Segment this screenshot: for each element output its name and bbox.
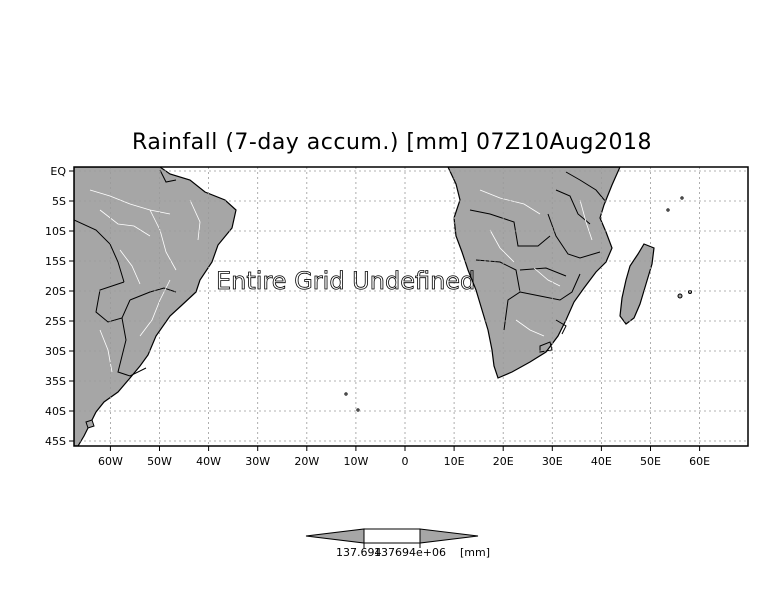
lon-tick-label: 30W <box>245 455 270 468</box>
graticule <box>74 167 748 446</box>
lat-tick-label: 45S <box>45 435 66 448</box>
lat-tick-label: 20S <box>45 285 66 298</box>
lon-tick-label: 30E <box>542 455 563 468</box>
lat-tick-label: 25S <box>45 315 66 328</box>
country-borders <box>74 169 607 377</box>
island-dot-6 <box>666 208 670 212</box>
lon-tick-label: 40E <box>591 455 612 468</box>
lat-tick-label: 10S <box>45 225 66 238</box>
colorbar-left-triangle <box>305 528 365 544</box>
lat-tick-label: 40S <box>45 405 66 418</box>
colorbar-unit: [mm] <box>460 546 490 559</box>
lat-tick-label: 30S <box>45 345 66 358</box>
island-dot-4 <box>356 408 360 412</box>
lat-tick-label: 35S <box>45 375 66 388</box>
colorbar-box <box>363 528 421 544</box>
lat-tick-label: EQ <box>50 165 66 178</box>
undefined-grid-notice: Entire Grid Undefined <box>216 267 475 295</box>
lon-tick-label: 50W <box>147 455 172 468</box>
lon-tick-label: 20W <box>294 455 319 468</box>
colorbar-right-triangle <box>419 528 479 544</box>
south-america-landmass <box>74 167 237 446</box>
latitude-ticks: EQ 5S 10S 15S 20S 25S 30S 35S 40S 45S <box>45 165 74 448</box>
lon-tick-label: 20E <box>493 455 514 468</box>
plot-frame <box>73 166 749 447</box>
colorbar-left-value: 137.694 <box>336 546 382 559</box>
lon-tick-label: 10W <box>343 455 368 468</box>
longitude-ticks: 60W 50W 40W 30W 20W 10W 0 10E 20E 30E 40E 50E 60E <box>98 446 710 468</box>
madagascar-landmass <box>619 243 655 325</box>
lon-tick-label: 0 <box>402 455 409 468</box>
lat-tick-label: 5S <box>52 195 66 208</box>
africa-landmass <box>447 167 621 379</box>
rivers <box>89 189 593 373</box>
lat-tick-label: 15S <box>45 255 66 268</box>
island-dot-3 <box>344 392 348 396</box>
lon-tick-label: 10E <box>444 455 465 468</box>
map-title: Rainfall (7-day accum.) [mm] 07Z10Aug201… <box>132 130 652 155</box>
colorbar-right-value: 137694e+06 <box>374 546 446 559</box>
colorbar: 137.694 137694e+06 [mm] <box>305 528 490 559</box>
lon-tick-label: 40W <box>196 455 221 468</box>
island-small-west <box>85 419 95 429</box>
lon-tick-label: 60E <box>689 455 710 468</box>
lon-tick-label: 60W <box>98 455 123 468</box>
land-layer <box>74 167 692 446</box>
lon-tick-label: 50E <box>640 455 661 468</box>
island-dot-1 <box>677 293 683 299</box>
island-dot-5 <box>680 196 684 200</box>
